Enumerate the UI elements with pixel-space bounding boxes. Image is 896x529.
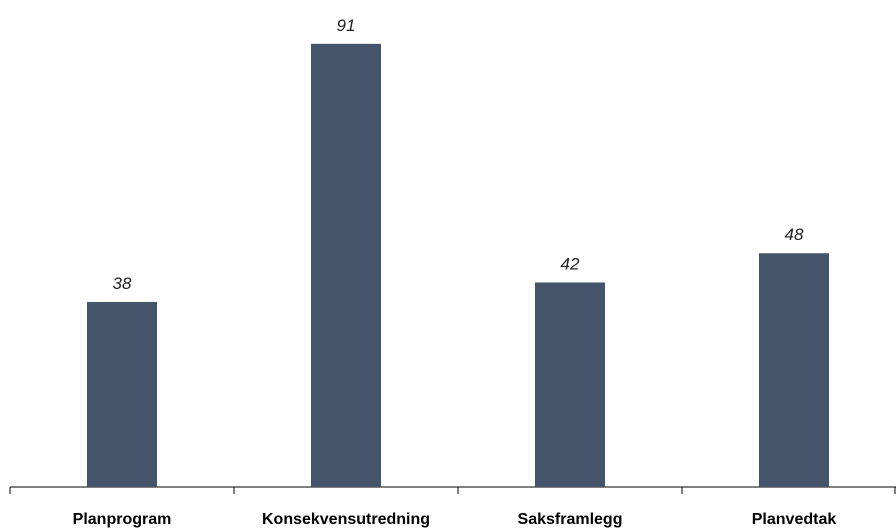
data-label: 42	[561, 254, 580, 273]
data-labels-group: 38 91 42 48	[113, 16, 804, 293]
category-label: Planprogram	[73, 511, 172, 528]
bar-konsekvensutredning	[311, 43, 381, 488]
bar-planvedtak	[759, 253, 829, 487]
data-label: 91	[337, 16, 356, 35]
data-label: 48	[785, 225, 804, 244]
x-axis-ticks	[9, 487, 896, 494]
category-label: Konsekvensutredning	[262, 511, 430, 528]
bars-group	[87, 43, 829, 488]
category-label: Saksframlegg	[518, 511, 623, 528]
bar-planprogram	[87, 301, 157, 487]
category-labels-group: Planprogram Konsekvensutredning Saksframle…	[73, 511, 837, 528]
category-label: Planvedtak	[752, 511, 837, 528]
bar-saksframlegg	[535, 282, 605, 487]
data-label: 38	[113, 274, 132, 293]
